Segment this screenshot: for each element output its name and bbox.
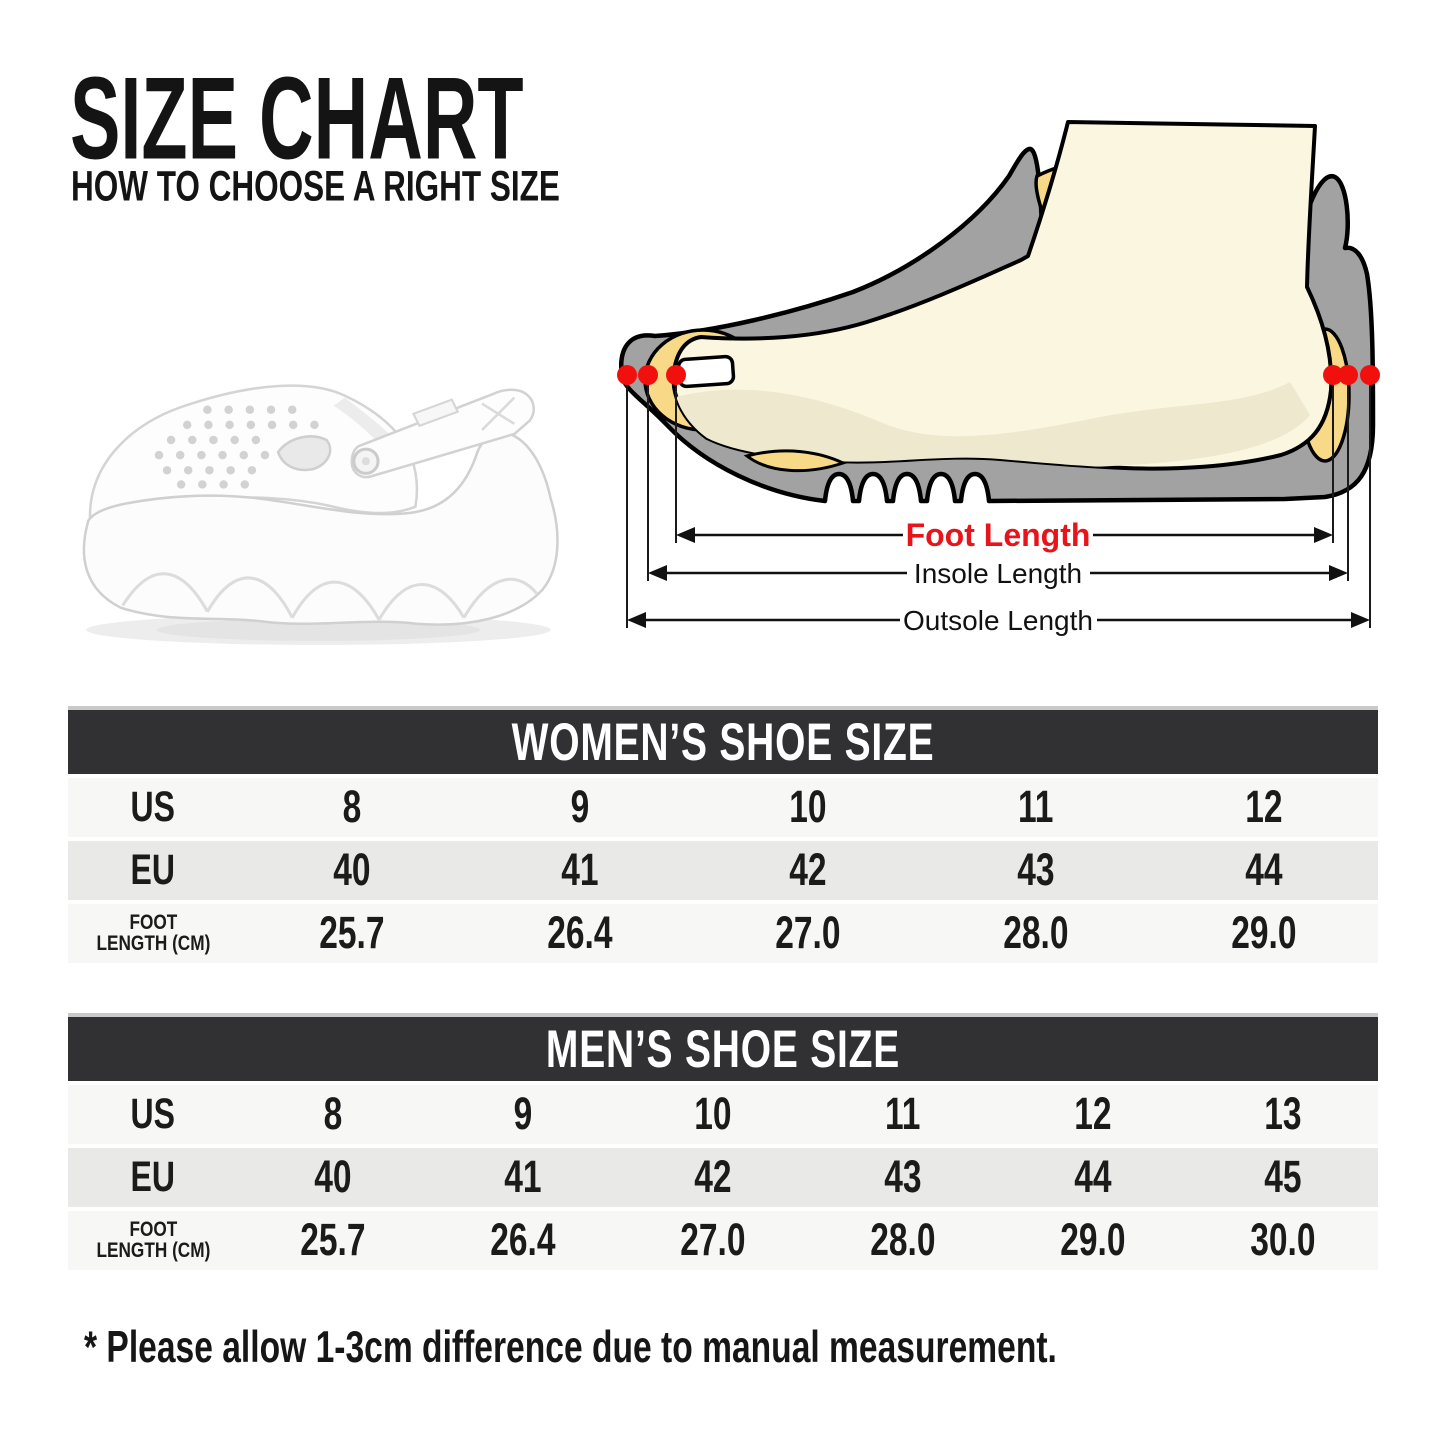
cell-value: 40	[314, 1151, 352, 1203]
foot-measurement-diagram: Foot Length Insole Length Outsole Length	[617, 120, 1380, 636]
cell-value: 13	[1264, 1088, 1302, 1140]
table-row-eu: EU 40 41 42 43 44	[68, 841, 1378, 900]
clog-heel-strap	[350, 388, 535, 479]
mens-table-title: MEN’S SHOE SIZE	[545, 1019, 901, 1079]
table-row-eu: EU 40 41 42 43 44 45	[68, 1148, 1378, 1207]
row-label: FOOT LENGTH (CM)	[96, 1218, 211, 1262]
arrow-left-icon	[648, 565, 667, 581]
cell-value: 10	[694, 1088, 732, 1140]
cell-value: 25.7	[300, 1214, 366, 1266]
page-title: SIZE CHART	[70, 52, 524, 184]
insole-midfoot-peek	[743, 449, 848, 473]
foot-sole-shading	[673, 382, 1310, 469]
shoe-ground-shadow-soft	[156, 618, 481, 641]
table-row-foot-length: FOOT LENGTH (CM) 25.7 26.4 27.0 28.0 29.0	[68, 904, 1378, 963]
row-label: US	[130, 1090, 176, 1138]
clog-strap-rivet-center	[361, 457, 370, 466]
measure-guide-lines	[626, 385, 1371, 628]
arrow-right-icon	[1351, 612, 1370, 628]
womens-table-title: WOMEN’S SHOE SIZE	[511, 712, 935, 772]
cell-value: 42	[789, 844, 827, 896]
cell-value: 25.7	[319, 907, 385, 959]
cell-value: 42	[694, 1151, 732, 1203]
row-label: EU	[130, 1153, 176, 1201]
arrow-left-icon	[676, 527, 695, 543]
arrow-right-icon	[1329, 565, 1348, 581]
clog-sole-sculpt-lines	[121, 572, 538, 621]
cell-value: 12	[1245, 781, 1283, 833]
cell-value: 26.4	[547, 907, 613, 959]
cell-value: 41	[561, 844, 599, 896]
insole-length-label: Insole Length	[914, 558, 1082, 589]
table-row-us: US 8 9 10 11 12	[68, 778, 1378, 837]
cell-value: 41	[504, 1151, 542, 1203]
table-row-foot-length: FOOT LENGTH (CM) 25.7 26.4 27.0 28.0 29.0…	[68, 1211, 1378, 1270]
cell-value: 27.0	[775, 907, 841, 959]
clog-perforations	[154, 405, 319, 489]
cell-value: 8	[342, 781, 362, 833]
cell-value: 40	[333, 844, 371, 896]
arrow-right-icon	[1314, 527, 1333, 543]
cell-value: 27.0	[680, 1214, 746, 1266]
measurement-disclaimer: * Please allow 1-3cm difference due to m…	[84, 1322, 1057, 1372]
clog-vent-hole	[276, 435, 332, 472]
cell-value: 29.0	[1060, 1214, 1126, 1266]
arrow-left-icon	[627, 612, 646, 628]
mens-table-header: MEN’S SHOE SIZE	[68, 1013, 1378, 1081]
cell-value: 12	[1074, 1088, 1112, 1140]
womens-table-header: WOMEN’S SHOE SIZE	[68, 706, 1378, 774]
cell-value: 28.0	[870, 1214, 936, 1266]
cell-value: 28.0	[1003, 907, 1069, 959]
clog-strap-cross-pattern	[481, 396, 516, 431]
cell-value: 43	[1017, 844, 1055, 896]
insole-length-dimension: Insole Length	[648, 558, 1348, 589]
clog-strap-buckle	[411, 398, 460, 428]
clog-sole	[82, 431, 559, 626]
foot-length-label: Foot Length	[906, 517, 1091, 553]
womens-size-table: WOMEN’S SHOE SIZE US 8 9 10 11 12 EU 40 …	[68, 702, 1378, 967]
cell-value: 26.4	[490, 1214, 556, 1266]
row-label: US	[130, 783, 176, 831]
table-row-us: US 8 9 10 11 12 13	[68, 1085, 1378, 1144]
cell-value: 29.0	[1231, 907, 1297, 959]
cell-value: 9	[513, 1088, 533, 1140]
cell-value: 10	[789, 781, 827, 833]
cell-value: 9	[570, 781, 590, 833]
cell-value: 43	[884, 1151, 922, 1203]
mens-size-table: MEN’S SHOE SIZE US 8 9 10 11 12 13 EU 40…	[68, 1009, 1378, 1274]
cell-value: 45	[1264, 1151, 1302, 1203]
cell-value: 44	[1074, 1151, 1112, 1203]
measure-point-markers	[617, 365, 1380, 385]
toenail	[676, 354, 736, 389]
row-label: EU	[130, 846, 176, 894]
outsole-length-label: Outsole Length	[903, 605, 1093, 636]
page-subtitle: HOW TO CHOOSE A RIGHT SIZE	[71, 161, 560, 210]
foot-length-dimension: Foot Length	[676, 517, 1333, 553]
cell-value: 30.0	[1250, 1214, 1316, 1266]
cell-value: 44	[1245, 844, 1283, 896]
cell-value: 11	[885, 1088, 921, 1140]
outsole-length-dimension: Outsole Length	[627, 605, 1370, 636]
white-clog-product-image	[82, 384, 559, 645]
cell-value: 8	[323, 1088, 343, 1140]
cell-value: 11	[1018, 781, 1054, 833]
row-label: FOOT LENGTH (CM)	[96, 911, 211, 955]
